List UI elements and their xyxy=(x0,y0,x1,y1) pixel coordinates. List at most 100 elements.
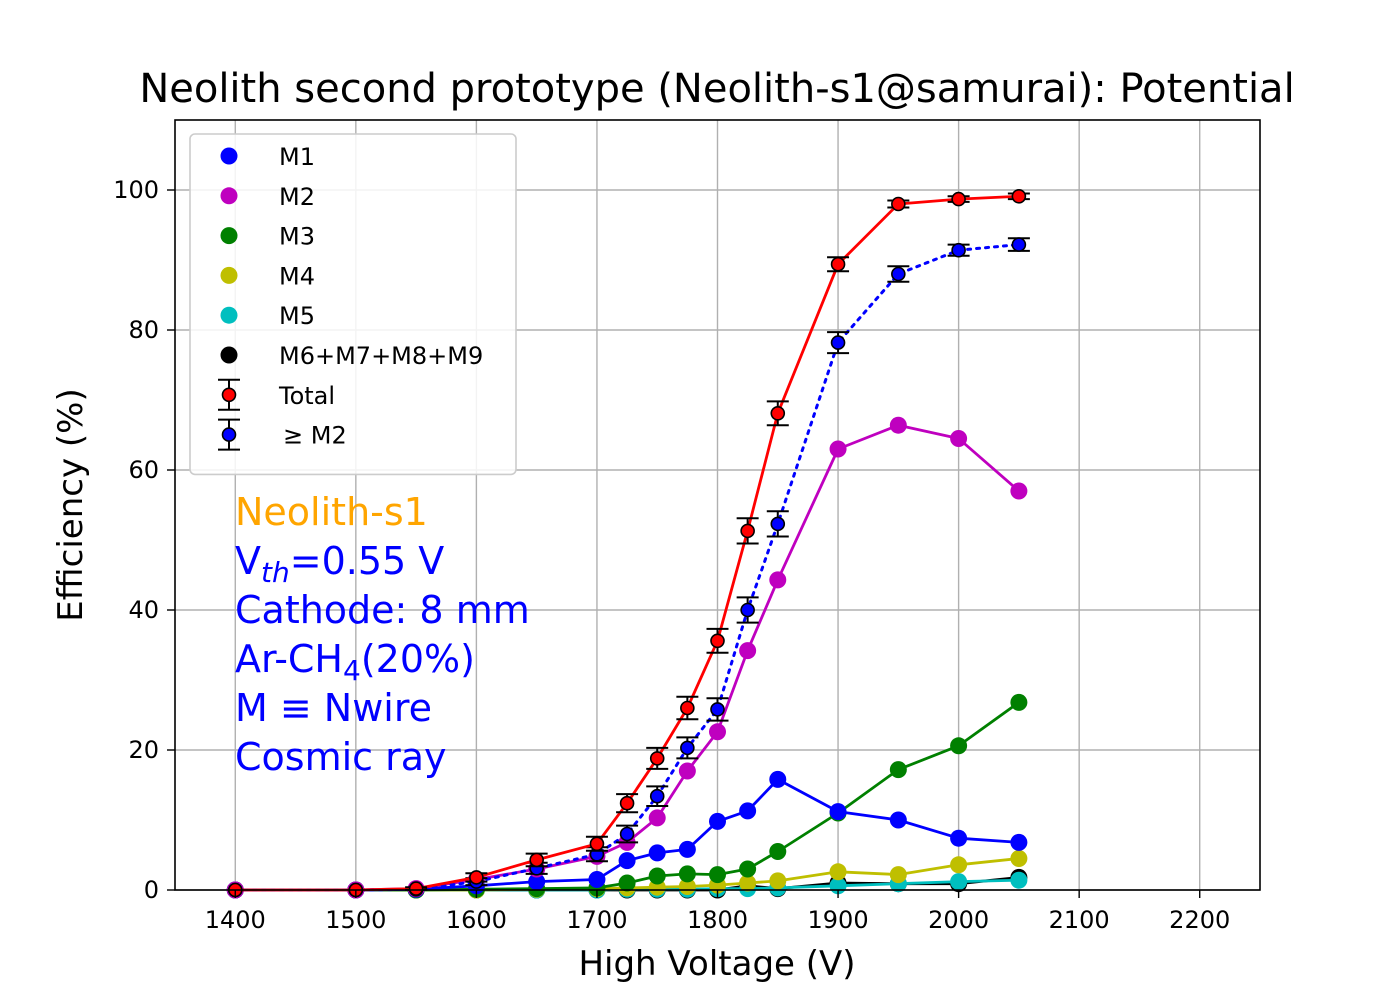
legend-label: Total xyxy=(278,382,335,410)
legend-marker xyxy=(221,387,237,403)
legend-label: ≥ M2 xyxy=(283,422,347,450)
data-point xyxy=(889,761,907,779)
annotation-line: M ≡ Nwire xyxy=(235,686,432,730)
data-point xyxy=(710,633,725,649)
x-tick-label: 2100 xyxy=(1049,906,1110,934)
data-point xyxy=(830,256,846,272)
data-point xyxy=(1010,693,1028,711)
data-point xyxy=(770,405,786,421)
legend-entry-total: Total xyxy=(218,378,335,411)
legend-marker xyxy=(220,227,238,245)
data-point xyxy=(891,196,906,212)
data-point xyxy=(769,843,787,860)
data-point xyxy=(769,571,787,589)
x-tick-label: 1700 xyxy=(566,906,627,934)
data-point xyxy=(950,430,968,447)
y-tick-label: 100 xyxy=(113,176,159,204)
data-point xyxy=(889,866,907,884)
data-point xyxy=(709,812,726,830)
data-point xyxy=(709,866,726,884)
data-point xyxy=(769,872,787,890)
legend-entry-m4: M4 xyxy=(220,262,315,290)
data-point xyxy=(889,416,907,434)
legend-label: M6+M7+M8+M9 xyxy=(279,342,483,370)
annotation-segment: th xyxy=(261,556,290,589)
series-line xyxy=(235,778,1019,892)
legend-marker xyxy=(220,306,238,324)
legend-entry-m2: M2 xyxy=(220,183,315,211)
x-tick-label: 2200 xyxy=(1169,906,1230,934)
x-tick-label: 1400 xyxy=(205,906,266,934)
data-point xyxy=(1010,833,1028,851)
data-point xyxy=(619,795,635,811)
chart-title: Neolith second prototype (Neolith-s1@sam… xyxy=(139,66,1294,112)
data-point xyxy=(619,826,635,842)
axis-ticks: 1400 1500 1600 1700 1800 1900 2000 2100 2200 0 20 4… xyxy=(113,176,1230,934)
legend: M1 M2 M3 M4 M5 M6+M7+M8+M9 Total ≥ M2 xyxy=(189,133,517,476)
data-point xyxy=(678,865,696,883)
annotation-line: Cathode: 8 mm xyxy=(235,588,530,632)
y-tick-label: 0 xyxy=(144,876,159,904)
data-point xyxy=(1010,871,1028,889)
y-axis-label: Efficiency (%) xyxy=(51,388,91,621)
series-total xyxy=(227,189,1030,898)
x-tick-label: 2000 xyxy=(928,906,989,934)
data-point xyxy=(678,840,696,858)
x-tick-label: 1600 xyxy=(446,906,507,934)
annotation-line: Cosmic ray xyxy=(235,735,447,779)
data-point xyxy=(678,762,696,780)
legend-entry-m6-m7-m8-m9: M6+M7+M8+M9 xyxy=(220,342,483,370)
annotation-line: Neolith-s1 xyxy=(235,490,428,534)
data-point xyxy=(740,523,755,539)
series-line xyxy=(235,194,1019,892)
annotation-segment: Neolith-s1 xyxy=(235,490,428,534)
data-point xyxy=(648,867,666,885)
y-tick-label: 40 xyxy=(128,596,159,624)
data-point xyxy=(891,266,906,282)
legend-label: M1 xyxy=(279,143,315,171)
legend-marker xyxy=(220,346,238,364)
legend-marker xyxy=(220,147,238,165)
data-point xyxy=(739,860,757,878)
y-tick-label: 60 xyxy=(128,456,159,484)
data-point xyxy=(680,740,695,756)
data-point xyxy=(950,856,968,874)
x-axis-label: High Voltage (V) xyxy=(578,944,855,984)
data-point xyxy=(1010,482,1028,500)
data-point xyxy=(408,881,424,896)
data-point xyxy=(951,191,966,207)
data-point xyxy=(830,335,846,350)
data-point xyxy=(588,871,606,888)
data-point xyxy=(739,874,757,892)
data-point xyxy=(889,811,907,829)
data-point xyxy=(648,809,666,827)
data-point xyxy=(710,702,725,717)
legend-marker xyxy=(220,266,238,284)
data-point xyxy=(829,803,847,821)
data-point xyxy=(950,737,968,755)
data-point xyxy=(469,870,484,885)
annotation-segment: 4 xyxy=(343,654,361,687)
data-point xyxy=(950,873,968,891)
data-point xyxy=(829,863,847,881)
data-point xyxy=(529,852,544,868)
legend-entry-m2: ≥ M2 xyxy=(218,418,347,451)
annotation-segment: V xyxy=(235,539,261,583)
data-point xyxy=(709,723,726,741)
data-point xyxy=(649,788,665,804)
data-point xyxy=(528,873,546,891)
legend-label: M5 xyxy=(279,302,315,330)
annotation-segment: (20%) xyxy=(361,637,475,681)
annotation-line: Ar-CH4(20%) xyxy=(235,637,475,687)
x-tick-label: 1500 xyxy=(325,906,386,934)
annotation-segment: Cosmic ray xyxy=(235,735,447,779)
x-tick-label: 1900 xyxy=(808,906,869,934)
data-point xyxy=(1011,237,1027,252)
legend-label: M2 xyxy=(279,183,315,211)
data-point xyxy=(648,844,666,862)
legend-entry-m1: M1 xyxy=(220,143,315,171)
data-point xyxy=(739,802,757,820)
